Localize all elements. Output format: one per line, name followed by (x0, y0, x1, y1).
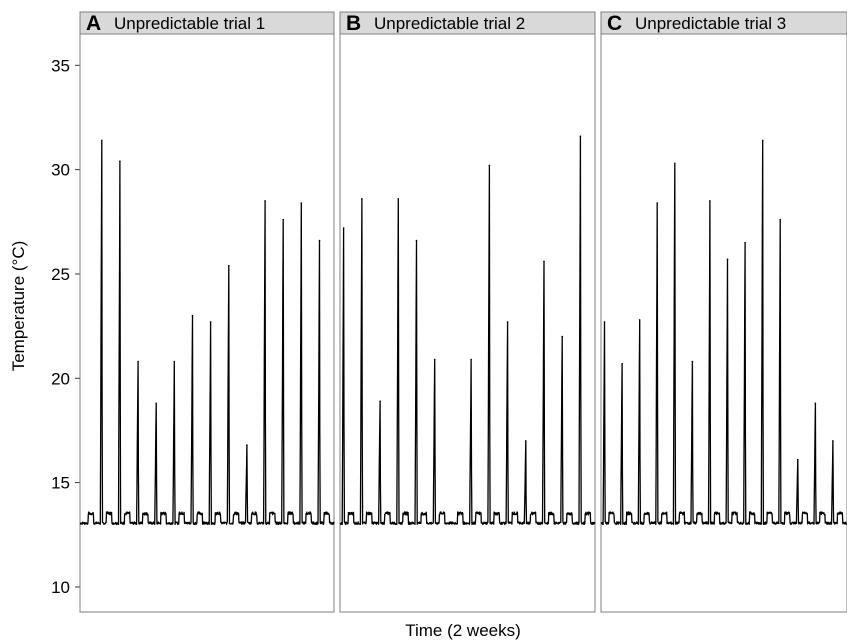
peak-point (209, 321, 212, 323)
peak-point (379, 400, 381, 403)
peak-point (656, 202, 659, 204)
panel-a: A Unpredictable trial 1 (79, 11, 335, 613)
panel-title: Unpredictable trial 2 (374, 14, 525, 33)
panel-frame (339, 33, 596, 613)
peak-point (300, 202, 303, 204)
peak-point (100, 139, 103, 142)
peak-point (342, 227, 345, 229)
peak-point (506, 321, 509, 323)
peak-point (579, 135, 582, 138)
panels: A Unpredictable trial 1 B Unpredictable tri… (79, 11, 847, 613)
temperature-trace (339, 135, 596, 526)
peak-point (433, 358, 436, 361)
y-tick-label: 30 (51, 161, 70, 180)
y-tick-label: 10 (51, 578, 70, 597)
y-tick-label: 35 (51, 56, 70, 75)
peak-point (397, 198, 400, 200)
peak-point (726, 258, 729, 261)
panel-title: Unpredictable trial 1 (114, 14, 265, 33)
peak-point (761, 139, 764, 142)
panel-c: C Unpredictable trial 3 (600, 11, 847, 613)
panel-letter: B (346, 12, 361, 35)
panel-letter: A (86, 12, 101, 35)
temperature-trace (79, 139, 335, 526)
peak-point (691, 360, 694, 363)
peak-point (832, 440, 834, 442)
peak-point (191, 314, 194, 317)
peak-point (603, 321, 606, 323)
panel-b: B Unpredictable trial 2 (339, 11, 596, 613)
peak-point (797, 458, 799, 461)
peak-point (137, 360, 139, 363)
peak-point (814, 402, 817, 405)
peak-point (621, 362, 623, 365)
peak-point (246, 444, 248, 446)
peak-point (264, 200, 266, 202)
peak-point (227, 264, 230, 267)
peak-point (488, 164, 491, 167)
y-axis: 10 15 20 25 30 35 (51, 56, 80, 597)
temperature-trace (600, 139, 847, 526)
peak-point (674, 162, 676, 165)
y-tick-label: 25 (51, 265, 70, 284)
peak-point (173, 360, 176, 363)
panel-letter: C (607, 12, 622, 35)
peak-point (282, 218, 285, 221)
peak-point (470, 358, 472, 361)
y-axis-title: Temperature (°C) (9, 241, 28, 372)
panel-title: Unpredictable trial 3 (635, 14, 786, 33)
peak-point (638, 319, 641, 321)
peak-point (155, 402, 157, 405)
peak-point (361, 198, 363, 200)
peak-point (524, 440, 527, 442)
peak-point (415, 239, 418, 242)
y-tick-label: 15 (51, 474, 70, 493)
peak-point (543, 260, 545, 263)
peak-point (318, 239, 321, 242)
x-axis-title: Time (2 weeks) (405, 621, 521, 640)
peak-point (119, 160, 121, 163)
peak-point (561, 335, 564, 338)
y-tick-label: 20 (51, 369, 70, 388)
peak-point (779, 218, 782, 221)
panel-frame (79, 33, 335, 613)
peak-point (744, 241, 746, 244)
peak-point (709, 200, 711, 202)
panel-frame (600, 33, 847, 613)
